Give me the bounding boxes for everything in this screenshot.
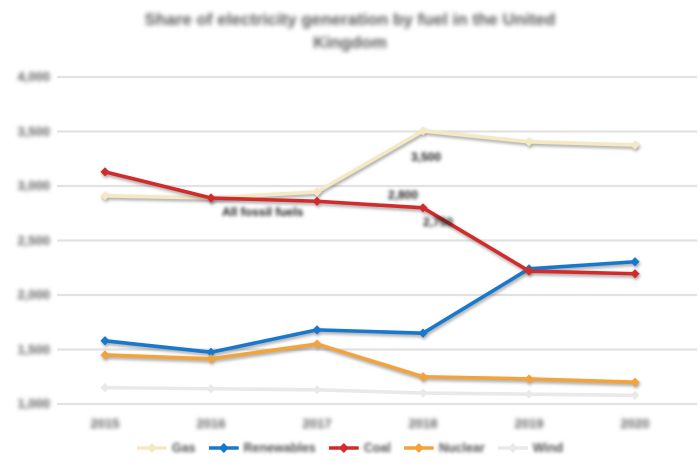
- legend-marker-icon: [497, 443, 528, 453]
- data-point-marker: [630, 257, 640, 267]
- data-point-marker: [312, 187, 322, 197]
- legend-item-renewables: Renewables: [208, 441, 316, 455]
- data-point-marker: [100, 336, 110, 346]
- x-tick-label: 2019: [514, 416, 544, 431]
- annotation-label: All fossil fuels: [222, 205, 304, 219]
- data-point-marker: [100, 383, 110, 393]
- chart-title-line2: Kingdom: [313, 33, 387, 52]
- y-tick-label: 4,000: [17, 69, 50, 84]
- data-point-marker: [312, 339, 322, 349]
- data-point-marker: [630, 140, 640, 150]
- chart-title: Share of electricity generation by fuel …: [0, 8, 700, 54]
- data-point-marker: [206, 384, 216, 394]
- data-point-marker: [206, 347, 216, 357]
- annotation-label: 3,500: [411, 150, 442, 164]
- series-line-nuclear: [100, 339, 640, 387]
- legend-label: Renewables: [243, 441, 316, 455]
- y-tick-label: 3,500: [17, 123, 50, 139]
- x-tick-label: 2018: [408, 416, 438, 431]
- series-line-wind: [100, 383, 640, 400]
- legend-marker-icon: [208, 443, 239, 453]
- data-point-marker: [418, 328, 428, 338]
- data-point-marker: [418, 372, 428, 382]
- x-tick-label: 2015: [90, 416, 120, 431]
- data-point-marker: [418, 388, 428, 398]
- data-point-marker: [524, 374, 534, 384]
- legend-item-nuclear: Nuclear: [403, 441, 485, 455]
- annotation-label: 2,800: [388, 188, 419, 202]
- legend-label: Wind: [532, 441, 564, 455]
- data-point-marker: [100, 167, 110, 177]
- data-point-marker: [524, 266, 534, 276]
- data-point-marker: [630, 377, 640, 387]
- legend-label: Gas: [171, 441, 196, 455]
- y-tick-label: 1,000: [17, 396, 50, 411]
- legend-item-wind: Wind: [497, 441, 564, 455]
- data-point-marker: [206, 354, 216, 364]
- chart-title-line1: Share of electricity generation by fuel …: [144, 10, 556, 29]
- x-tick-label: 2016: [196, 416, 226, 431]
- y-tick-label: 3,000: [17, 178, 50, 193]
- data-point-marker: [524, 137, 534, 147]
- data-point-marker: [630, 390, 640, 400]
- legend-item-coal: Coal: [328, 441, 391, 455]
- y-tick-label: 1,500: [17, 341, 50, 357]
- data-point-marker: [312, 385, 322, 395]
- x-tick-label: 2020: [620, 416, 650, 431]
- y-tick-label: 2,000: [17, 287, 50, 302]
- legend-marker-icon: [328, 443, 359, 453]
- legend: Gas Renewables Coal Nuclear Wind: [136, 441, 564, 455]
- series-line-renewables: [100, 257, 640, 357]
- x-tick-label: 2017: [302, 416, 332, 431]
- data-point-marker: [418, 126, 428, 136]
- data-point-marker: [312, 325, 322, 335]
- data-point-marker: [630, 269, 640, 279]
- legend-marker-icon: [403, 443, 434, 453]
- data-point-marker: [312, 196, 322, 206]
- y-tick-label: 2,500: [17, 232, 50, 248]
- data-point-marker: [100, 191, 110, 201]
- legend-marker-icon: [136, 443, 167, 453]
- data-point-marker: [418, 203, 428, 213]
- legend-label: Coal: [363, 441, 391, 455]
- data-point-marker: [100, 350, 110, 360]
- annotation-label: 2,750: [423, 215, 454, 229]
- legend-label: Nuclear: [438, 441, 485, 455]
- data-point-marker: [206, 193, 216, 203]
- series-line-coal: [100, 167, 640, 279]
- legend-item-gas: Gas: [136, 441, 196, 455]
- data-point-marker: [524, 389, 534, 399]
